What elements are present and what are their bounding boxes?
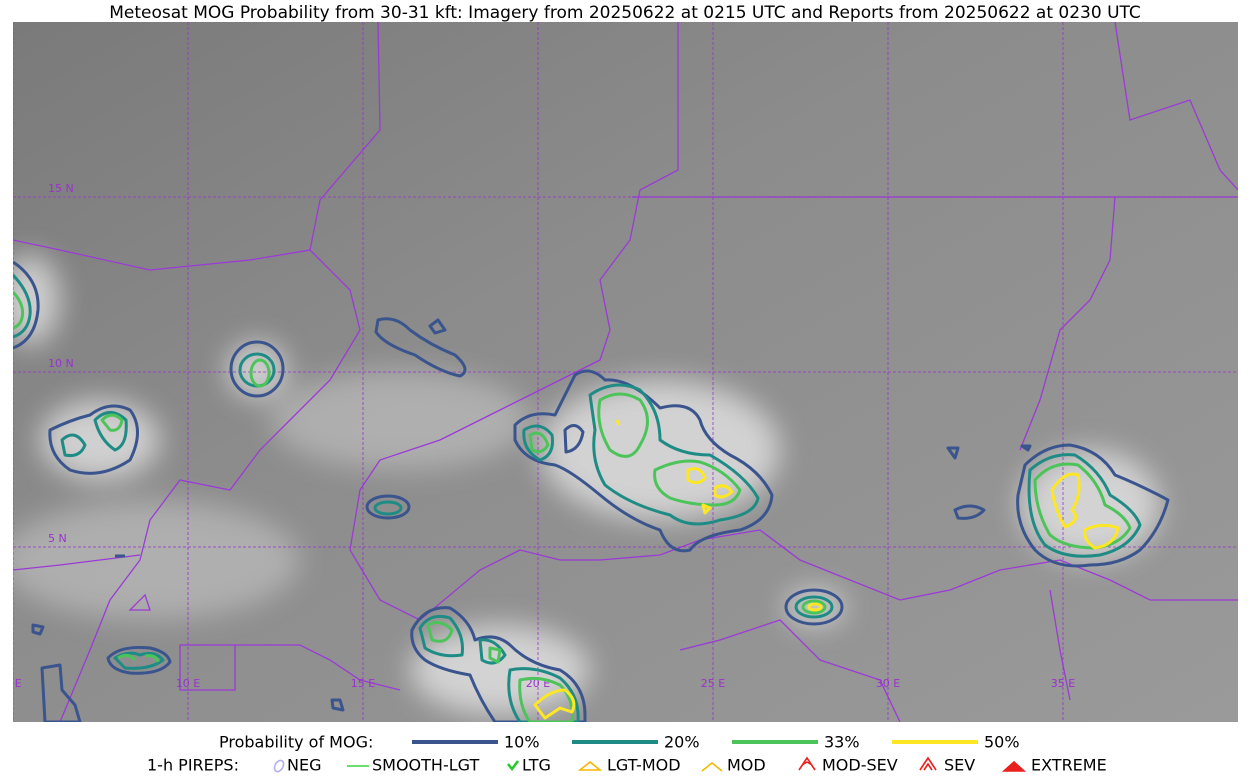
pirep-label: MOD: [727, 756, 766, 775]
contour: [794, 595, 834, 619]
legend-label: 50%: [984, 733, 1020, 752]
pirep-label: SEV: [944, 756, 975, 775]
legend: Probability of MOG: 1-h PIREPS: 10% 20% 33…: [147, 733, 1107, 775]
contour: [13, 290, 25, 330]
contour: [1033, 462, 1132, 550]
lat-label: 10 N: [48, 357, 74, 370]
legend-label: 10%: [504, 733, 540, 752]
contour: [784, 588, 844, 626]
contour: [426, 620, 574, 722]
lon-label: 5 E: [4, 677, 21, 690]
contour: [60, 411, 128, 457]
pirep-icons: [273, 756, 1027, 773]
contour: [100, 413, 124, 432]
contour: [615, 419, 734, 515]
pirep-title: 1-h PIREPS:: [147, 756, 239, 775]
contour: [522, 383, 760, 526]
lon-label: 35 E: [1051, 677, 1075, 690]
contour: [13, 260, 40, 350]
contour: [528, 392, 742, 507]
contour: [229, 340, 285, 398]
contour: [410, 606, 587, 722]
contour: [249, 358, 271, 388]
lon-label: 10 E: [176, 677, 200, 690]
contour: [513, 369, 774, 553]
contour: [1027, 453, 1142, 558]
contour: [113, 651, 165, 670]
lat-label: 5 N: [48, 532, 67, 545]
contour: [946, 443, 1170, 568]
contour: [374, 317, 467, 378]
pirep-label: SMOOTH-LGT: [372, 756, 479, 775]
graticule: 15 N10 N5 N5 E 10 E 15 E 20 E 25 E 30 E 35 E: [4, 22, 1238, 722]
pirep-label: LTG: [522, 756, 551, 775]
legend-label: 33%: [824, 733, 860, 752]
contour: [373, 500, 403, 516]
contour: [1050, 472, 1120, 550]
contour: [117, 653, 160, 663]
map: 15 N10 N5 N5 E 10 E 15 E 20 E 25 E 30 E 35 E: [4, 22, 1238, 722]
contour: [365, 494, 411, 520]
contour: [563, 424, 585, 454]
contour: [801, 599, 827, 615]
contour: [533, 688, 576, 720]
lat-label: 15 N: [48, 182, 74, 195]
pirep-label: LGT-MOD: [607, 756, 681, 775]
contour: [31, 554, 345, 722]
contour: [48, 404, 139, 475]
pirep-label: EXTREME: [1031, 756, 1107, 775]
lon-label: 25 E: [701, 677, 725, 690]
pirep-label: NEG: [287, 756, 321, 775]
contours: [13, 260, 1170, 722]
title: Meteosat MOG Probability from 30-31 kft:…: [109, 3, 1141, 23]
contour: [418, 614, 580, 722]
lon-label: 15 E: [351, 677, 375, 690]
contour: [807, 602, 823, 612]
lon-label: 30 E: [876, 677, 900, 690]
legend-label: 20%: [664, 733, 700, 752]
pirep-label: MOD-SEV: [822, 756, 898, 775]
contour: [13, 273, 32, 339]
legend-title: Probability of MOG:: [219, 733, 373, 752]
